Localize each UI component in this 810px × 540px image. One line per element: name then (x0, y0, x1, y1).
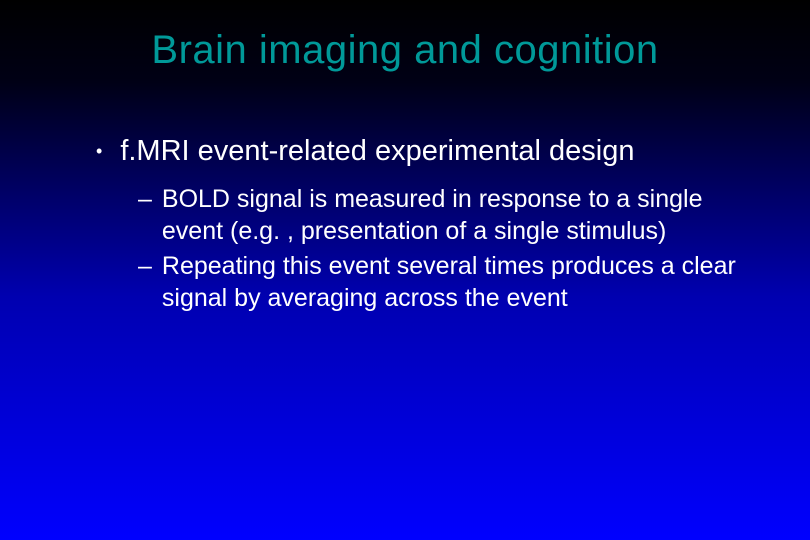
slide: Brain imaging and cognition • f.MRI even… (0, 0, 810, 540)
bullet-text: BOLD signal is measured in response to a… (162, 183, 750, 247)
slide-title: Brain imaging and cognition (60, 28, 750, 73)
bullet-marker: – (138, 250, 152, 282)
slide-content: • f.MRI event-related experimental desig… (60, 133, 750, 314)
bullet-text: Repeating this event several times produ… (162, 250, 750, 314)
bullet-level-2: – Repeating this event several times pro… (138, 250, 750, 314)
bullet-marker: – (138, 183, 152, 215)
bullet-marker: • (96, 133, 102, 169)
sub-bullet-list: – BOLD signal is measured in response to… (96, 183, 750, 314)
bullet-level-2: – BOLD signal is measured in response to… (138, 183, 750, 247)
bullet-level-1: • f.MRI event-related experimental desig… (96, 133, 750, 169)
bullet-text: f.MRI event-related experimental design (120, 133, 634, 169)
